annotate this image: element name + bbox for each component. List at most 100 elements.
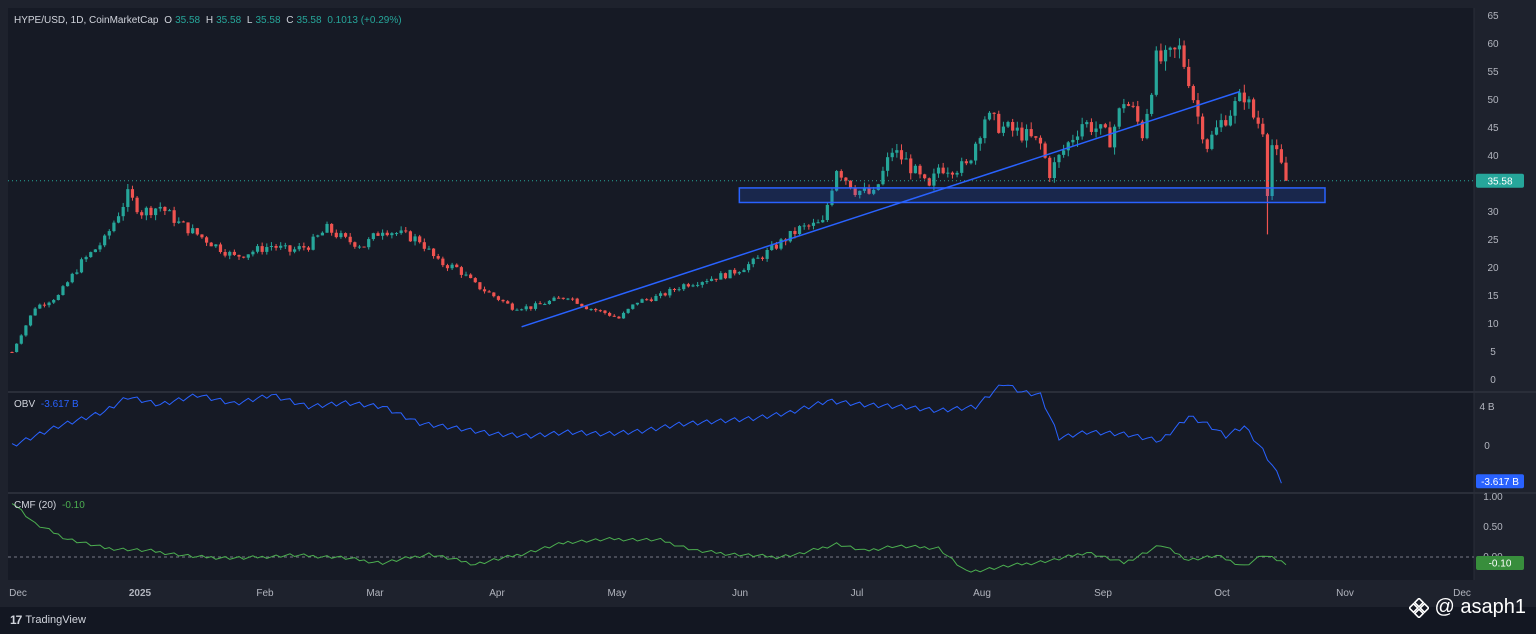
price-tick-label: 50 [1487,95,1499,106]
candle-body [325,223,329,233]
candle-body [464,274,468,276]
support-zone-box [738,187,1326,204]
candle-body [334,232,338,238]
candle-body [543,304,547,306]
candle-body [496,296,501,300]
candle-body [737,272,741,274]
candle-body [70,273,74,283]
high-value: 35.58 [216,15,242,26]
cmf-name: CMF (20) [14,500,57,511]
candle-body [890,152,894,158]
candle-body [279,245,283,248]
candle-body [1242,92,1246,103]
candle-body [167,210,172,212]
candle-body [237,254,241,257]
candle-body [1238,92,1242,102]
candle-body [1210,134,1214,149]
symbol-name[interactable]: HYPE/USD, 1D, CoinMarketCap [14,15,159,26]
candle-body [320,232,324,236]
candle-body [529,306,533,309]
candle-body [626,308,630,313]
candle-body [658,293,663,296]
low-value: 35.58 [255,15,281,26]
time-tick-label: Nov [1336,588,1354,599]
obv-legend[interactable]: OBV -3.617 B [14,399,82,410]
candle-body [598,310,602,312]
candle-body [1103,124,1107,128]
candle-body [700,282,704,285]
candle-body [1247,99,1251,103]
obv-value: -3.617 B [40,399,79,410]
time-tick-label: Sep [1094,588,1112,599]
candle-body [825,204,829,221]
candle-body [79,259,84,273]
candle-body [144,207,148,216]
trend-drawings[interactable] [8,90,1474,328]
candle-body [292,249,297,252]
candle-body [1201,116,1205,140]
candle-body [557,297,561,299]
candle-body [1075,136,1080,140]
binance-icon [1408,597,1429,618]
candle-body [621,312,626,319]
candle-body [547,300,551,305]
cmf-legend[interactable]: CMF (20) -0.10 [14,500,88,511]
candle-body [478,282,482,290]
candle-body [941,167,945,174]
cmf-pane [8,494,1474,580]
candle-body [1187,66,1191,87]
candle-body [1015,127,1019,131]
candle-body [506,301,510,304]
tradingview-label: TradingView [25,614,86,626]
open-label: O [164,15,173,26]
candle-body [1233,101,1237,116]
price-badge: 35.58 [1487,176,1512,187]
candle-body [561,297,565,299]
candle-body [1214,127,1219,135]
candle-body [482,289,487,292]
candle-body [89,252,93,258]
price-tick-label: 60 [1487,39,1499,50]
candle-body [1048,157,1052,179]
close-value: 35.58 [296,15,322,26]
candle-body [357,246,362,248]
high-label: H [205,15,214,26]
cmf-series [11,503,1287,573]
candle-body [1066,142,1070,151]
candle-body [793,230,797,235]
candle-body [61,286,65,295]
candle-body [570,298,575,300]
candle-body [126,189,130,207]
obv-series [11,384,1282,484]
candle-body [862,187,867,191]
price-tick-label: 20 [1487,263,1499,274]
time-axis[interactable]: Dec 2025 Feb Mar Apr May Jun Jul Aug Sep Oct Nov Dec [9,588,1471,599]
candle-body [422,242,426,249]
candle-body [181,221,186,223]
candle-body [427,248,431,250]
time-tick-label: Jun [732,588,748,599]
candle-body [353,242,357,247]
chart-canvas[interactable]: 656055504540353025201510504 B01.000.500.… [0,0,1536,607]
candle-body [469,274,473,279]
price-tick-label: 65 [1487,11,1499,22]
candle-body [302,246,306,248]
candle-body [955,172,959,175]
candle-body [538,303,542,305]
candle-body [163,206,167,211]
candle-body [376,233,380,236]
candle-body [52,300,56,303]
candle-body [1052,162,1056,179]
tradingview-logo[interactable]: 17 TradingView [10,613,86,627]
candle-body [1131,105,1135,107]
candle-body [992,112,996,114]
candle-body [510,303,514,310]
rising-trendline [521,90,1240,328]
obv-line [11,384,1282,484]
price-badge-bg [1476,173,1524,188]
candle-body [1219,120,1223,128]
candle-body [802,225,806,227]
candle-body [668,289,672,296]
candle-body [413,236,417,242]
candle-body [84,257,88,260]
